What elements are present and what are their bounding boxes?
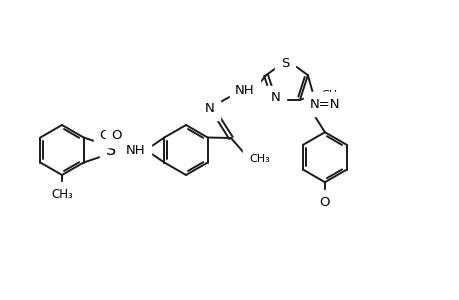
Text: O: O xyxy=(100,128,110,142)
Text: O: O xyxy=(319,196,330,209)
Text: CH₃: CH₃ xyxy=(248,154,269,164)
Text: CH₃: CH₃ xyxy=(51,188,73,200)
Text: N: N xyxy=(205,101,214,115)
Text: N: N xyxy=(271,91,280,104)
Text: S: S xyxy=(280,56,289,70)
Text: CH₃: CH₃ xyxy=(320,90,341,100)
Text: N=N: N=N xyxy=(309,98,340,111)
Text: O: O xyxy=(112,128,122,142)
Text: S: S xyxy=(106,142,116,158)
Text: NH: NH xyxy=(126,143,146,157)
Text: NH: NH xyxy=(235,83,254,97)
